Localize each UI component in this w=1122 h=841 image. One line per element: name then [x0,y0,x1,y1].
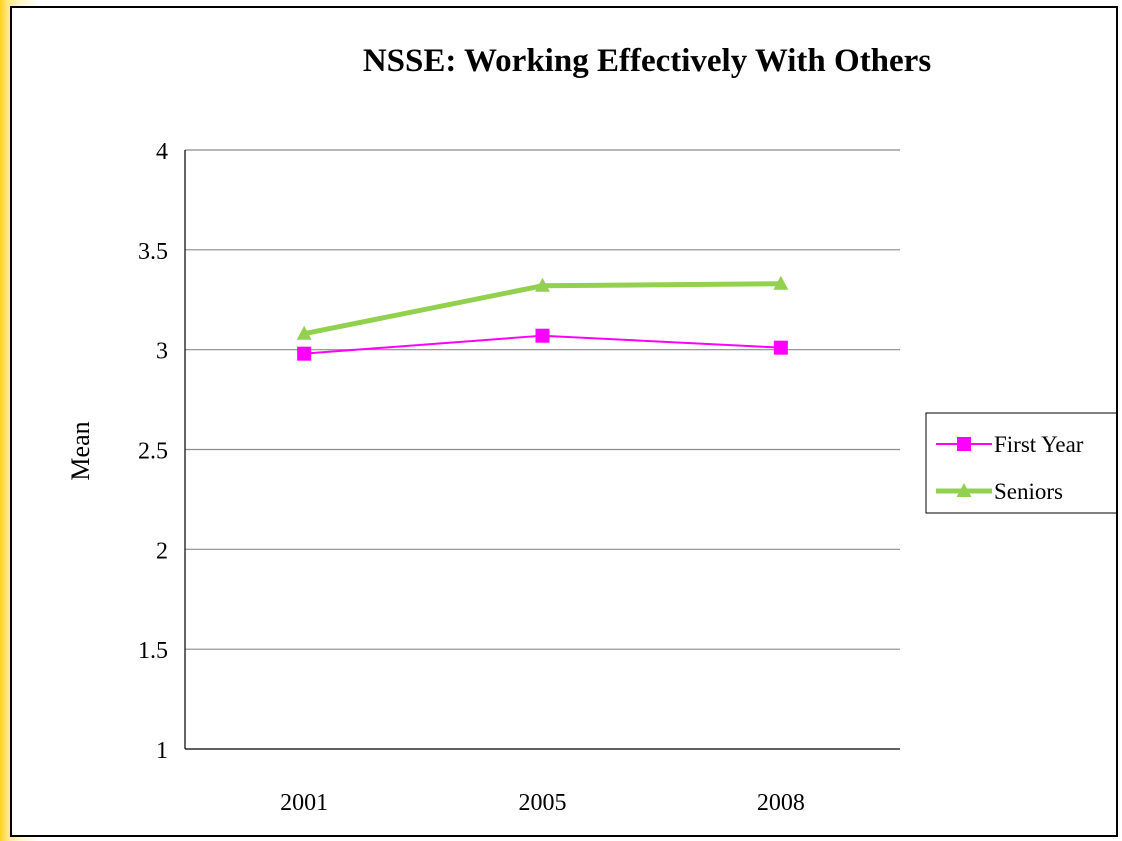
series-first-year [297,328,788,361]
data-point-triangle [773,275,789,290]
data-point-square [773,340,788,355]
gridlines [185,149,900,650]
data-point-square [535,328,550,343]
y-tick-label: 3 [156,339,168,365]
y-tick-label: 2 [156,538,168,564]
chart-frame: NSSE: Working Effectively With Others Me… [10,6,1118,837]
data-point-square [297,346,312,361]
data-point-triangle [535,277,550,292]
y-tick-label: 1 [156,738,168,764]
line-chart: NSSE: Working Effectively With Others Me… [66,43,1116,816]
y-tick-label: 4 [156,139,168,165]
legend-label: Seniors [994,479,1063,504]
x-tick-label: 2001 [280,790,328,816]
legend-items: First Year Seniors [936,432,1084,504]
x-tick-label: 2005 [519,790,567,816]
x-tick-labels: 2001 2005 2008 [280,790,805,816]
y-tick-label: 2.5 [138,439,168,465]
y-axis-label: Mean [66,421,95,480]
y-tick-label: 1.5 [138,638,168,664]
series [296,275,789,361]
series-seniors [296,275,789,340]
legend-entry: First Year [936,432,1084,457]
y-tick-label: 3.5 [138,239,168,265]
x-tick-label: 2008 [757,790,805,816]
chart-title: NSSE: Working Effectively With Others [363,43,932,79]
axes [184,150,900,750]
triangle-icon [956,483,972,497]
y-tick-labels: 1 1.5 2 2.5 3 3.5 4 [138,139,168,764]
legend-entry: Seniors [936,479,1063,504]
legend: First Year Seniors [925,412,1116,514]
square-icon [957,437,971,451]
legend-label: First Year [994,432,1084,457]
data-point-triangle [296,325,312,340]
